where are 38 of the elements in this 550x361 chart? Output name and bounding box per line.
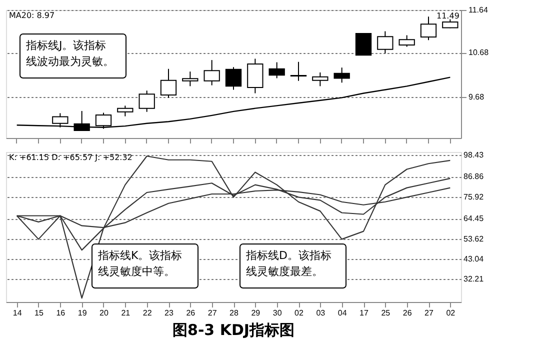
x-tick-label: 20 (100, 308, 109, 318)
x-tick-label: 14 (12, 308, 22, 318)
annotation: 指标线J。该指标线波动最为灵敏。 (25, 39, 114, 68)
y-tick-label: 11.64 (468, 6, 488, 14)
x-tick-label: 19 (78, 308, 88, 318)
y-tick-label: 75.92 (464, 192, 484, 202)
x-tick-label: 28 (230, 308, 239, 318)
annotation: 指标线D。该指标线灵敏度最差。 (245, 249, 332, 278)
annotation: 指标线K。该指标线灵敏度中等。 (97, 249, 182, 278)
x-tick-label: 27 (424, 308, 434, 318)
x-tick-label: 29 (251, 308, 261, 318)
x-tick-label: 16 (56, 308, 66, 318)
annotation: 11.49 (436, 12, 460, 21)
x-tick-label: 30 (272, 308, 282, 318)
x-tick-label: 17 (360, 308, 369, 318)
y-tick-label: 98.43 (464, 150, 484, 160)
x-tick-label: 26 (186, 308, 196, 318)
annotation: MA20: 8.97 (9, 11, 55, 20)
x-tick-label: 23 (164, 308, 174, 318)
annotation: K: +61.15 D: +65.57 J: +52.32 (9, 153, 132, 162)
y-tick-label: 86.86 (464, 172, 484, 182)
x-tick-label: 04 (338, 308, 348, 318)
y-tick-label: 53.62 (464, 234, 484, 244)
y-tick-label: 43.04 (464, 254, 484, 264)
x-tick-label: 26 (402, 308, 412, 318)
y-tick-label: 64.45 (464, 214, 484, 224)
x-tick-label: 27 (208, 308, 218, 318)
x-tick-label: 02 (294, 308, 304, 318)
y-tick-label: 32.21 (464, 274, 484, 284)
text: 图8-3 KDJ指标图 (172, 321, 294, 339)
y-tick-label: 10.68 (468, 48, 490, 58)
x-tick-label: 22 (142, 308, 152, 318)
x-tick-label: 25 (381, 308, 391, 318)
x-tick-label: 21 (121, 308, 131, 318)
x-tick-label: 03 (316, 308, 326, 318)
y-tick-label: 9.68 (468, 92, 485, 102)
x-tick-label: 15 (34, 308, 44, 318)
x-tick-label: 02 (446, 308, 456, 318)
